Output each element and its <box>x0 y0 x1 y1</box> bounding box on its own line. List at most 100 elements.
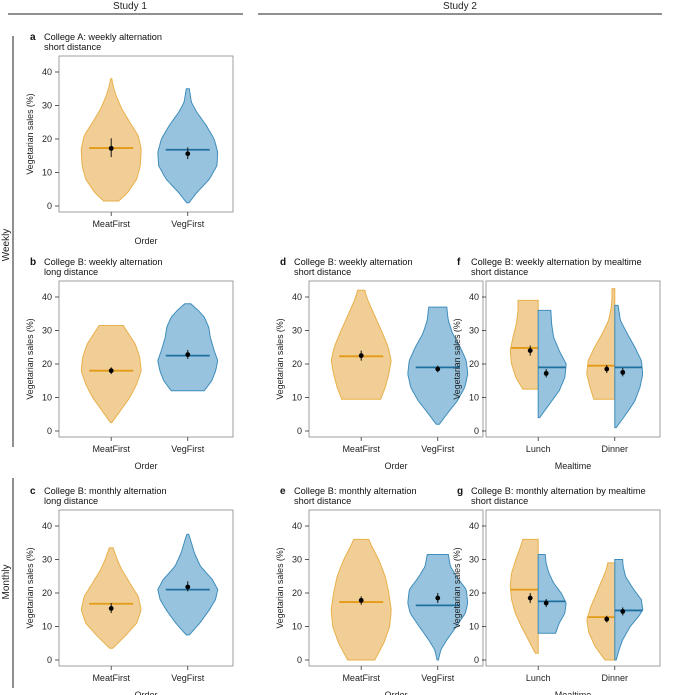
plot-frame <box>58 509 234 667</box>
panel-subtitle: long distance <box>44 496 98 506</box>
y-tick-label: 20 <box>292 359 302 369</box>
panel-letter: b <box>30 257 36 268</box>
y-axis-label: Vegetarian sales (%) <box>452 547 462 628</box>
y-tick-label: 40 <box>42 67 52 77</box>
panel-f: f College B: weekly alternation by mealti… <box>452 257 661 471</box>
plot-frame <box>58 55 234 213</box>
violin-vegfirst <box>157 303 219 392</box>
y-tick-label: 30 <box>42 555 52 565</box>
violin-vegfirst <box>407 554 469 661</box>
y-tick-label: 0 <box>47 201 52 211</box>
x-tick-label: VegFirst <box>171 673 205 683</box>
y-axis-label: Vegetarian sales (%) <box>452 318 462 399</box>
violin-meatfirst <box>586 288 616 400</box>
x-tick-label: VegFirst <box>171 444 205 454</box>
panel-subtitle: short distance <box>294 496 351 506</box>
y-tick-label: 0 <box>297 655 302 665</box>
y-tick-label: 30 <box>469 326 479 336</box>
panel-subtitle: short distance <box>471 267 528 277</box>
mean-point <box>435 595 441 601</box>
plot-frame <box>485 509 661 667</box>
plot-frame <box>485 280 661 438</box>
y-tick-label: 0 <box>474 426 479 436</box>
x-tick-label: VegFirst <box>421 444 455 454</box>
study-headers: Study 1 Study 2 <box>8 1 662 15</box>
y-tick-label: 10 <box>292 393 302 403</box>
x-axis-label: Mealtime <box>555 690 592 695</box>
y-tick-label: 30 <box>292 555 302 565</box>
y-tick-label: 10 <box>42 168 52 178</box>
violin-meatfirst <box>586 562 616 661</box>
x-tick-label: MeatFirst <box>342 444 380 454</box>
mean-point <box>358 597 364 603</box>
y-tick-label: 10 <box>469 393 479 403</box>
violin-meatfirst <box>80 547 142 649</box>
mean-point <box>185 151 191 157</box>
mean-point <box>358 353 364 359</box>
y-tick-label: 40 <box>292 521 302 531</box>
panel-subtitle: short distance <box>294 267 351 277</box>
x-tick-label: VegFirst <box>421 673 455 683</box>
mean-point <box>185 352 191 358</box>
violin-vegfirst <box>537 554 567 634</box>
y-tick-label: 0 <box>297 426 302 436</box>
x-axis-label: Order <box>134 690 157 695</box>
x-axis-label: Order <box>134 461 157 471</box>
y-axis-label: Vegetarian sales (%) <box>275 318 285 399</box>
y-tick-label: 10 <box>292 622 302 632</box>
mean-point <box>108 368 114 374</box>
x-tick-label: MeatFirst <box>92 444 130 454</box>
panel-letter: f <box>457 257 461 268</box>
x-tick-label: MeatFirst <box>92 673 130 683</box>
y-tick-label: 20 <box>469 588 479 598</box>
panel-title: College A: weekly alternation <box>44 32 162 42</box>
y-tick-label: 20 <box>292 588 302 598</box>
x-axis-label: Mealtime <box>555 461 592 471</box>
panel-g: g College B: monthly alternation by mealt… <box>452 486 661 695</box>
y-tick-label: 0 <box>47 426 52 436</box>
mean-point <box>604 366 610 372</box>
panels: a College A: weekly alternation short dist… <box>25 32 661 695</box>
x-tick-label: MeatFirst <box>342 673 380 683</box>
x-axis-label: Order <box>384 690 407 695</box>
y-tick-label: 20 <box>42 359 52 369</box>
mean-point <box>620 609 626 614</box>
monthly-row-label: Monthly <box>1 564 12 599</box>
violin-vegfirst <box>537 309 567 419</box>
y-tick-label: 20 <box>469 359 479 369</box>
y-tick-label: 40 <box>42 521 52 531</box>
mean-point <box>108 145 114 151</box>
violin-meatfirst <box>330 289 392 400</box>
x-tick-label: Lunch <box>526 673 551 683</box>
mean-point <box>185 584 191 590</box>
x-tick-label: VegFirst <box>171 219 205 229</box>
violin-meatfirst <box>509 538 539 654</box>
panel-subtitle: short distance <box>471 496 528 506</box>
panel-title: College B: weekly alternation <box>44 257 162 267</box>
y-tick-label: 10 <box>42 393 52 403</box>
x-tick-label: Dinner <box>602 444 629 454</box>
mean-point <box>543 600 549 606</box>
y-axis-label: Vegetarian sales (%) <box>25 93 35 174</box>
row-labels: Weekly Monthly <box>1 36 14 688</box>
y-tick-label: 30 <box>292 326 302 336</box>
mean-point <box>435 366 441 372</box>
violin-vegfirst <box>157 88 219 204</box>
y-tick-label: 20 <box>42 588 52 598</box>
panel-title: College B: weekly alternation <box>294 257 412 267</box>
violin-meatfirst <box>509 299 539 390</box>
panel-title: College B: monthly alternation <box>294 486 417 496</box>
y-tick-label: 40 <box>469 521 479 531</box>
panel-letter: a <box>30 32 36 43</box>
y-tick-label: 30 <box>42 101 52 111</box>
panel-letter: g <box>457 486 463 497</box>
x-tick-label: Lunch <box>526 444 551 454</box>
y-tick-label: 20 <box>42 134 52 144</box>
plot-frame <box>58 280 234 438</box>
mean-point <box>108 606 114 611</box>
